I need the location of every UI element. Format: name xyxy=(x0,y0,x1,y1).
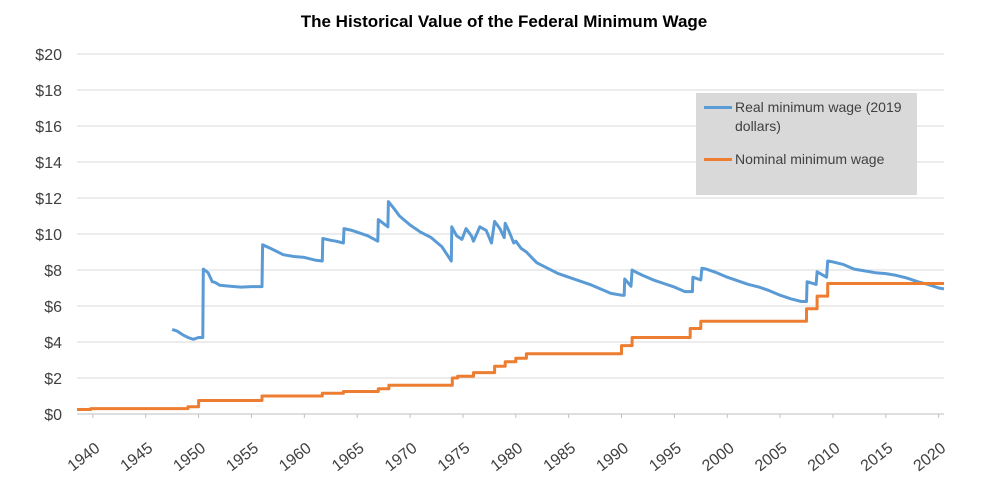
legend-label-nominal: Nominal minimum wage xyxy=(735,151,885,167)
x-tick-label: 1945 xyxy=(118,440,157,475)
legend-label-real: Real minimum wage (2019 dollars) xyxy=(735,99,902,134)
legend-item-nominal: Nominal minimum wage xyxy=(704,150,913,169)
x-tick-label: 1990 xyxy=(593,440,632,475)
legend-swatch-nominal xyxy=(704,158,732,161)
x-tick-label: 2005 xyxy=(752,440,791,475)
y-tick-label: $6 xyxy=(44,299,62,316)
x-tick-label: 1995 xyxy=(646,440,685,475)
x-tick-label: 1940 xyxy=(65,440,104,475)
x-tick-label: 2000 xyxy=(699,440,738,475)
legend-swatch-real xyxy=(704,106,732,109)
y-tick-label: $18 xyxy=(35,83,62,100)
y-tick-label: $0 xyxy=(44,407,62,424)
x-tick-label: 2015 xyxy=(858,440,897,475)
y-tick-label: $16 xyxy=(35,119,62,136)
x-tick-label: 1975 xyxy=(435,440,474,475)
x-tick-label: 2010 xyxy=(805,440,844,475)
x-tick-label: 2020 xyxy=(911,440,950,475)
y-tick-label: $14 xyxy=(35,155,62,172)
x-tick-label: 1955 xyxy=(223,440,262,475)
chart-title: The Historical Value of the Federal Mini… xyxy=(300,12,708,31)
series-line-real-wage xyxy=(171,200,945,341)
x-tick-label: 1960 xyxy=(276,440,315,475)
y-tick-label: $20 xyxy=(35,47,62,64)
x-tick-label: 1950 xyxy=(171,440,210,475)
series-line-nominal-wage xyxy=(77,282,944,411)
legend: Real minimum wage (2019 dollars) Nominal… xyxy=(696,93,917,195)
y-tick-label: $8 xyxy=(44,263,62,280)
y-tick-label: $4 xyxy=(44,335,62,352)
y-tick-label: $10 xyxy=(35,227,62,244)
x-tick-label: 1985 xyxy=(541,440,580,475)
x-tick-label: 1980 xyxy=(488,440,527,475)
x-tick-label: 1965 xyxy=(329,440,368,475)
legend-item-real: Real minimum wage (2019 dollars) xyxy=(704,98,913,136)
x-tick-label: 1970 xyxy=(382,440,421,475)
y-tick-label: $12 xyxy=(35,191,62,208)
y-tick-label: $2 xyxy=(44,371,62,388)
